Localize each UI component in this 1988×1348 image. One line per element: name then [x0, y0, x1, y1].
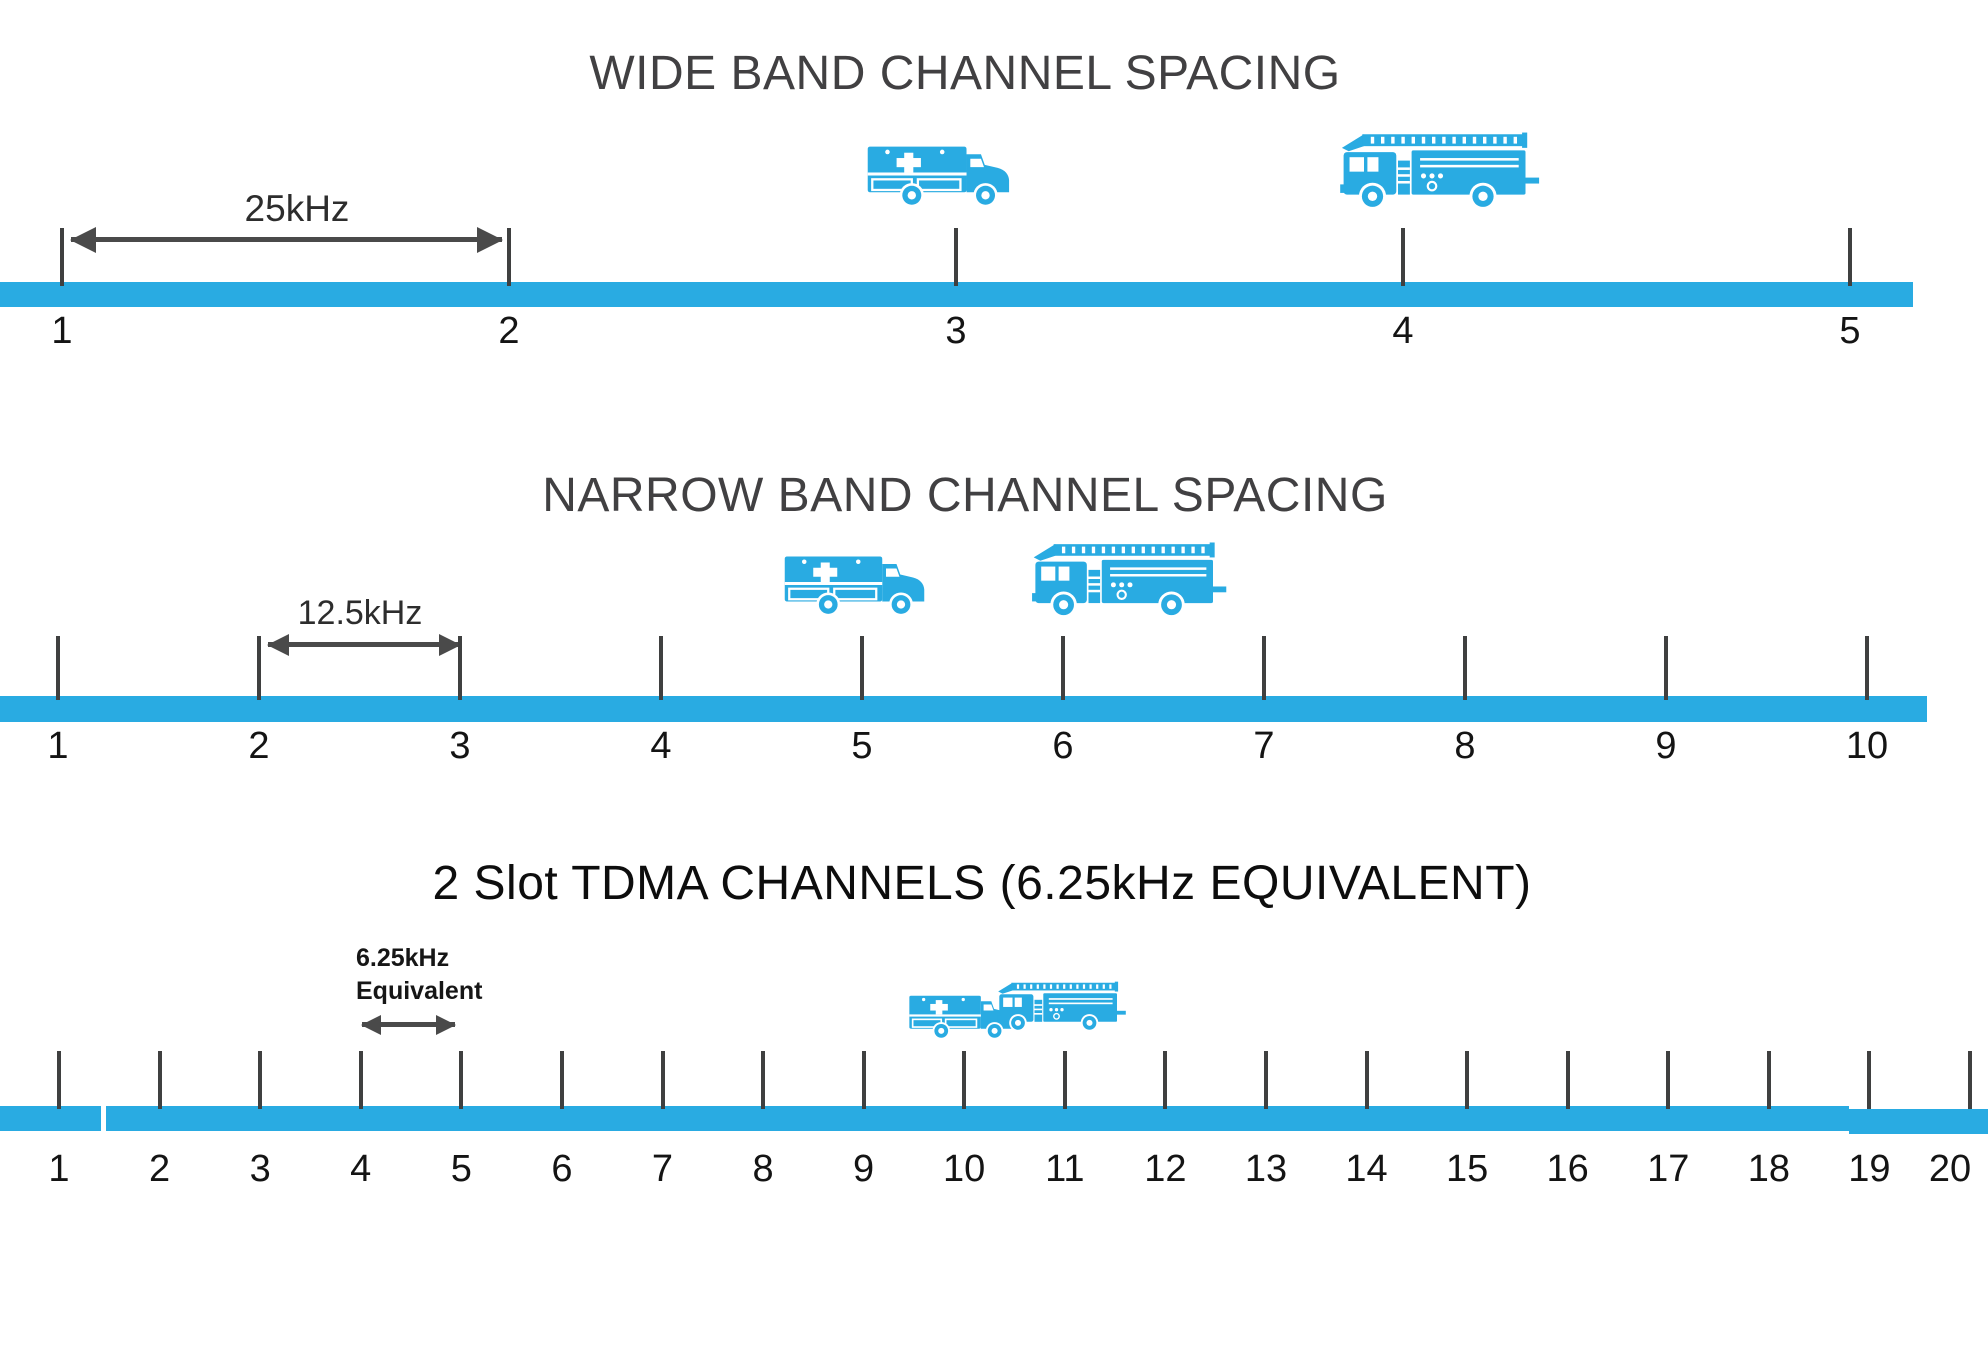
- channel-tick: [1666, 1051, 1671, 1109]
- channel-number: 20: [1928, 1148, 1972, 1190]
- channel-number: 7: [651, 1148, 674, 1190]
- spacing-label: 12.5kHz: [297, 594, 423, 632]
- fire-truck-icon: [1030, 540, 1230, 623]
- channel-tick: [57, 1051, 61, 1109]
- fire-truck-icon: [996, 980, 1128, 1035]
- spacing-label-line1: 6.25kHz: [356, 944, 450, 972]
- spacing-arrow: [362, 1022, 455, 1027]
- channel-number: 10: [943, 1148, 986, 1190]
- channel-number: 3: [449, 725, 471, 767]
- channel-tick: [1062, 1051, 1067, 1109]
- ambulance-icon: [783, 546, 941, 621]
- channel-tick: [860, 636, 864, 700]
- channel-tick: [962, 1051, 967, 1109]
- channel-number: 2: [149, 1148, 171, 1190]
- channel-tick: [1565, 1051, 1570, 1109]
- spacing-label-line2: Equivalent: [356, 977, 483, 1005]
- section-title: WIDE BAND CHANNEL SPACING: [589, 47, 1341, 100]
- channel-number: 18: [1747, 1148, 1791, 1190]
- channel-number: 1: [51, 310, 73, 352]
- channel-number: 4: [1392, 310, 1414, 352]
- ambulance-icon: [866, 136, 1026, 212]
- channel-tick: [954, 228, 958, 286]
- channel-number: 11: [1045, 1148, 1085, 1190]
- spacing-label: 25kHz: [244, 188, 350, 229]
- channel-number: 3: [249, 1148, 271, 1190]
- channel-number: 12: [1144, 1148, 1187, 1190]
- spacing-arrow: [71, 237, 502, 242]
- channel-tick: [358, 1051, 363, 1109]
- channel-tick: [257, 636, 261, 700]
- channel-number: 5: [450, 1148, 472, 1190]
- fire-truck-icon: [1338, 130, 1543, 215]
- channel-tick: [1465, 1051, 1470, 1109]
- channel-tick: [1401, 228, 1405, 286]
- channel-number: 2: [498, 310, 520, 352]
- channel-tick: [861, 1051, 866, 1109]
- channel-number: 4: [650, 725, 672, 767]
- channel-tick: [60, 228, 64, 286]
- channel-tick: [1968, 1051, 1972, 1109]
- spacing-label: 6.25kHz Equivalent: [356, 942, 482, 1008]
- channel-number: 9: [853, 1148, 875, 1190]
- channel-number: 17: [1647, 1148, 1690, 1190]
- channel-tick: [1664, 636, 1668, 700]
- spacing-arrow: [268, 642, 460, 647]
- channel-number: 10: [1845, 725, 1889, 767]
- channel-tick: [660, 1051, 665, 1109]
- channel-tick: [459, 1051, 464, 1109]
- channel-tick: [1865, 636, 1869, 700]
- channel-number: 19: [1848, 1148, 1891, 1190]
- section-title: 2 Slot TDMA CHANNELS (6.25kHz EQUIVALENT…: [432, 857, 1532, 910]
- channel-tick: [1262, 636, 1266, 700]
- channel-number: 6: [551, 1148, 573, 1190]
- channel-tick: [1061, 636, 1065, 700]
- channel-tick: [659, 636, 663, 700]
- channel-number: 9: [1655, 725, 1677, 767]
- channel-tick: [1364, 1051, 1369, 1109]
- channel-number: 16: [1546, 1148, 1589, 1190]
- channel-tick: [559, 1051, 564, 1109]
- channel-number: 5: [1839, 310, 1861, 352]
- channel-number: 13: [1244, 1148, 1288, 1190]
- channel-number: 1: [47, 725, 69, 767]
- channel-bar-segment: [0, 1106, 101, 1131]
- channel-bar-segment: [106, 1106, 1849, 1131]
- channel-tick: [1766, 1051, 1771, 1109]
- channel-tick: [157, 1051, 162, 1109]
- channel-tick: [1867, 1051, 1872, 1109]
- channel-bar: [0, 696, 1927, 722]
- channel-tick: [1163, 1051, 1168, 1109]
- channel-tick: [258, 1051, 263, 1109]
- channel-tick: [1264, 1051, 1268, 1109]
- channel-number: 7: [1253, 725, 1275, 767]
- channel-number: 5: [851, 725, 873, 767]
- channel-tick: [761, 1051, 766, 1109]
- channel-number: 15: [1445, 1148, 1489, 1190]
- channel-number: 3: [945, 310, 967, 352]
- channel-number: 14: [1345, 1148, 1388, 1190]
- channel-tick: [1848, 228, 1852, 286]
- channel-tick: [56, 636, 60, 700]
- channel-number: 8: [752, 1148, 774, 1190]
- channel-tick: [458, 636, 462, 700]
- channel-number: 6: [1052, 725, 1074, 767]
- channel-bar-segment: [1849, 1109, 1988, 1134]
- section-title: NARROW BAND CHANNEL SPACING: [542, 469, 1388, 522]
- channel-number: 2: [248, 725, 270, 767]
- channel-bar: [0, 282, 1913, 307]
- channel-tick: [1463, 636, 1467, 700]
- channel-number: 1: [48, 1148, 70, 1190]
- channel-tick: [507, 228, 511, 286]
- channel-number: 8: [1454, 725, 1476, 767]
- channel-number: 4: [350, 1148, 372, 1190]
